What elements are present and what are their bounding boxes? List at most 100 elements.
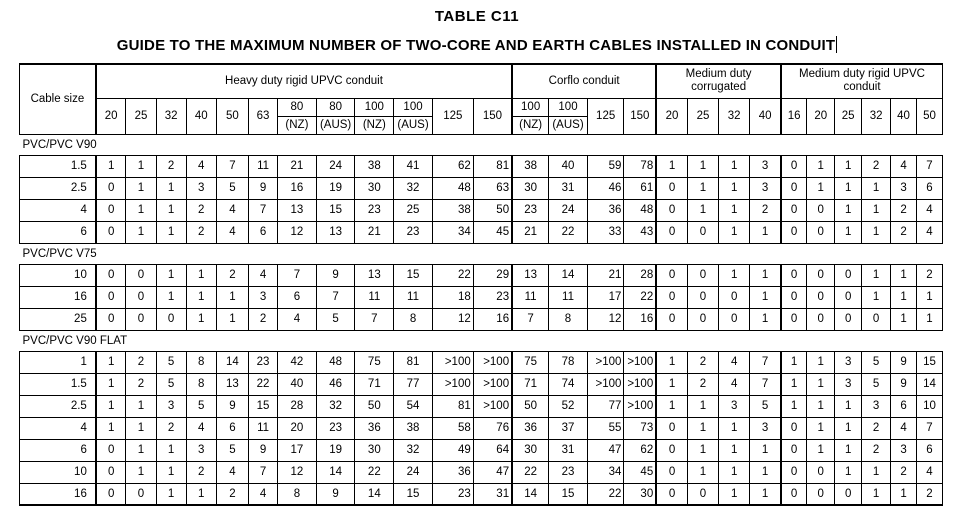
value-cell: 13 [277,198,317,222]
value-cell: 10 [915,394,944,418]
cable-size-header: Cable size [18,63,97,135]
cable-size-cell: 1.5 [18,154,97,178]
value-cell: 12 [586,307,625,331]
conduit-size-region: (NZ) [513,115,549,134]
value-cell: 3 [185,176,217,200]
value-cell: 45 [472,220,513,244]
value-cell: 5 [155,350,187,374]
value-cell: 12 [277,460,317,484]
value-cell: 3 [749,416,782,440]
value-cell: 21 [586,263,625,287]
value-cell: 1 [834,416,863,440]
value-cell: 30 [623,482,657,506]
value-cell: 12 [431,307,474,331]
value-cell: 1 [718,263,751,287]
value-cell: 15 [915,350,944,374]
conduit-size-region: (AUS) [549,115,587,134]
value-cell: 4 [915,460,944,484]
value-cell: 0 [94,198,127,222]
value-cell: 7 [215,154,250,178]
value-cell: 4 [185,154,217,178]
value-cell: 1 [155,482,187,506]
value-cell: 2 [861,416,892,440]
table-row: 2.5 0 1 1 3 5 9 16 19 30 32 48 63 30 31 46 61 0 1 1 3 0 1 1 1 3 6 [18,176,944,200]
value-cell: 14 [354,482,395,506]
value-cell: 9 [315,263,356,287]
value-cell: 22 [586,482,625,506]
value-cell: 5 [215,438,250,462]
value-cell: 38 [431,198,474,222]
value-cell: 1 [806,394,836,418]
value-cell: 37 [548,416,588,440]
value-cell: 0 [834,307,863,331]
value-cell: 22 [511,460,550,484]
value-cell: 1 [718,154,751,178]
value-cell: 16 [472,307,513,331]
cable-size-cell: 1.5 [18,372,97,396]
value-cell: 43 [623,220,657,244]
conduit-size-header: 150 [472,97,513,135]
value-cell: 41 [393,154,433,178]
value-cell: 13 [215,372,250,396]
value-cell: 1 [655,154,688,178]
value-cell: 1 [655,372,688,396]
value-cell: 1 [155,438,187,462]
value-cell: 59 [586,154,625,178]
value-cell: 23 [472,285,513,309]
value-cell: 1 [686,176,720,200]
value-cell: 30 [354,438,395,462]
conduit-size-header: 125 [431,97,474,135]
value-cell: 1 [155,460,187,484]
conduit-size-header: 100 (NZ) [354,97,395,135]
value-cell: 0 [655,220,688,244]
value-cell: 77 [393,372,433,396]
value-cell: 49 [431,438,474,462]
value-cell: 2 [155,416,187,440]
value-cell: 9 [315,482,356,506]
value-cell: 0 [655,460,688,484]
value-cell: 36 [586,198,625,222]
value-cell: 3 [718,394,751,418]
value-cell: 18 [431,285,474,309]
value-cell: 1 [718,460,751,484]
value-cell: 38 [393,416,433,440]
value-cell: 7 [248,460,279,484]
value-cell: 3 [890,176,917,200]
value-cell: 16 [623,307,657,331]
value-cell: 0 [834,482,863,506]
value-cell: 0 [655,438,688,462]
value-cell: >100 [623,350,657,374]
value-cell: 1 [125,154,157,178]
value-cell: 28 [277,394,317,418]
value-cell: 1 [890,307,917,331]
value-cell: 0 [779,482,808,506]
conduit-size-region: (AUS) [316,115,355,134]
value-cell: 50 [472,198,513,222]
value-cell: 25 [393,198,433,222]
value-cell: 29 [472,263,513,287]
table-row: 2.5 1 1 3 5 9 15 28 32 50 54 81 >100 50 52 77 >100 1 1 3 5 1 1… [18,394,944,418]
conduit-size-header: 40 [749,97,782,135]
value-cell: 9 [248,176,279,200]
value-cell: 1 [94,416,127,440]
conduit-group-header: Heavy duty rigid UPVC conduit [94,63,513,99]
value-cell: 1 [749,482,782,506]
value-cell: >100 [586,372,625,396]
value-cell: 0 [655,176,688,200]
value-cell: 12 [277,220,317,244]
value-cell: 55 [586,416,625,440]
value-cell: 1 [834,438,863,462]
value-cell: 7 [749,372,782,396]
value-cell: 78 [548,350,588,374]
value-cell: 1 [779,350,808,374]
value-cell: 75 [511,350,550,374]
value-cell: 2 [155,154,187,178]
value-cell: 0 [125,482,157,506]
value-cell: 75 [354,350,395,374]
value-cell: 1 [125,198,157,222]
value-cell: 23 [354,198,395,222]
value-cell: 1 [686,154,720,178]
conduit-size-region: (AUS) [394,115,432,134]
table-row: 16 0 0 1 1 2 4 8 9 14 15 23 31 14 15 22 30 0 0 1 1 0 0 0 1 1 2 [18,482,944,506]
value-cell: 21 [354,220,395,244]
